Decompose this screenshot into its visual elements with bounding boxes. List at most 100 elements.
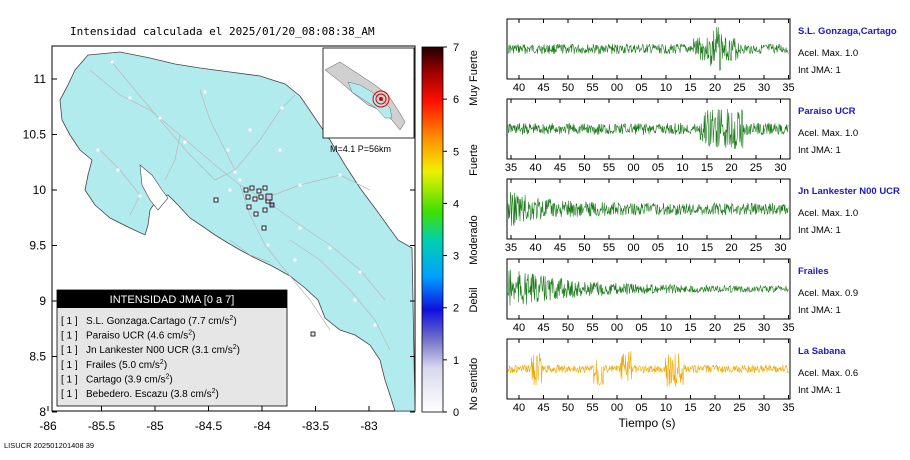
colorbar-tick-label: 7 — [453, 42, 459, 54]
trace-tick-label: 15 — [684, 322, 696, 334]
trace-accel-max: Acel. Max. 0.9 — [798, 288, 858, 299]
trace-tick-label: 10 — [660, 402, 672, 414]
trace-panel: 40 45 50 55 00 05 10 15 20 25 30 35 Frailes Acel. Max… — [506, 258, 858, 334]
legend-row-close: ) — [169, 374, 172, 385]
colorbar-tick-label: 1 — [453, 355, 459, 367]
map-x-tick-labels: -86 -85.5 -85 -84.5 -84 -83.5 -83 — [39, 406, 378, 433]
trace-station-name: S.L. Gonzaga,Cartago — [798, 26, 897, 37]
legend-row-station: S.L. Gonzaga.Cartago — [86, 316, 188, 327]
trace-jma: Int JMA: 1 — [798, 385, 841, 396]
trace-tick-label: 30 — [758, 82, 770, 94]
legend-row-value: (7.7 cm/s — [188, 316, 229, 327]
footer-label: LISUCR 202501201408 39 — [4, 441, 94, 450]
trace-tick-label: 50 — [578, 162, 590, 174]
trace-panel: 35 40 45 50 55 00 05 10 15 20 25 30 Jn Lankester N00… — [505, 178, 900, 254]
colorbar-label: Debil — [468, 287, 480, 312]
legend-row-close: ) — [192, 331, 195, 342]
legend-row-sup: 2 — [212, 388, 216, 395]
legend-row: [ 1 ] Bebedero. Escazu (3.8 cm/s2) — [61, 388, 219, 400]
map-x-tick-label: -84 — [253, 419, 271, 433]
trace-tick-label: 40 — [513, 322, 525, 334]
map-x-tick-label: -85.5 — [88, 419, 116, 433]
map-land — [59, 51, 416, 412]
trace-tick-label: 50 — [578, 242, 590, 254]
trace-tick-label: 45 — [537, 82, 549, 94]
trace-tick-label: 10 — [676, 162, 688, 174]
legend-row-close: ) — [237, 345, 240, 356]
trace-tick-label: 50 — [562, 82, 574, 94]
trace-tick-label: 55 — [586, 82, 598, 94]
trace-tick-label: 10 — [676, 242, 688, 254]
legend-row-level: [ 1 ] — [61, 389, 78, 400]
legend-row-value: (3.8 cm/s — [171, 389, 212, 400]
trace-tick-label: 00 — [611, 82, 623, 94]
trace-tick-label: 15 — [701, 162, 713, 174]
trace-tick-label: 20 — [709, 322, 721, 334]
trace-panel: 40 45 50 55 00 05 10 15 20 25 30 35 La Sabana Acel. M… — [506, 338, 858, 414]
trace-tick-label: 50 — [562, 402, 574, 414]
trace-tick-label: 20 — [709, 82, 721, 94]
legend-row-level: [ 1 ] — [61, 331, 78, 342]
legend-row: [ 1 ] Paraiso UCR (4.6 cm/s2) — [61, 330, 196, 342]
colorbar-tick-label: 0 — [453, 407, 459, 419]
trace-tick-label: 25 — [750, 242, 762, 254]
trace-tick-label: 20 — [725, 242, 737, 254]
map-y-tick-label: 11 — [34, 72, 47, 86]
trace-waveform — [507, 351, 789, 387]
inset-label: M=4.1 P=56km — [330, 144, 391, 154]
trace-jma: Int JMA: 1 — [798, 305, 841, 316]
map-x-tick-label: -83 — [360, 419, 378, 433]
trace-tick-label: 40 — [529, 162, 541, 174]
trace-tick-label: 45 — [554, 242, 566, 254]
colorbar-label: No sentido — [468, 358, 480, 411]
colorbar-label: Muy Fuerte — [468, 50, 480, 106]
legend-title: INTENSIDAD JMA [0 a 7] — [110, 294, 235, 306]
epicenter-icon — [379, 97, 383, 101]
trace-tick-label: 00 — [611, 402, 623, 414]
colorbar: 7 6 5 4 3 2 1 0 Muy Fuerte Fuerte Moderado Debil No… — [421, 42, 480, 419]
legend-row-sup: 2 — [233, 344, 237, 351]
legend-row-value: (5.0 cm/s — [119, 360, 160, 371]
trace-tick-label: 15 — [701, 242, 713, 254]
map-y-tick-labels: 11 10.5 10 9.5 9 8.5 8 — [23, 72, 415, 419]
colorbar-label: Fuerte — [468, 144, 480, 176]
gulf-water — [139, 164, 169, 211]
trace-station-name: Paraiso UCR — [798, 106, 856, 117]
trace-waveform — [507, 26, 789, 71]
legend-row-text: Paraiso UCR (4.6 cm/s2) — [86, 330, 196, 342]
legend-row-station: Jn Lankester N00 UCR — [86, 345, 192, 356]
trace-tick-label: 00 — [627, 242, 639, 254]
colorbar-tick-label: 3 — [453, 251, 459, 263]
legend-row-text: S.L. Gonzaga.Cartago (7.7 cm/s2) — [86, 315, 237, 327]
map-x-tick-label: -83.5 — [302, 419, 330, 433]
legend-row-level: [ 1 ] — [61, 374, 78, 385]
trace-tick-label: 35 — [505, 242, 517, 254]
trace-tick-label: 05 — [652, 242, 664, 254]
seismogram-panels: 40 45 50 55 00 05 10 15 20 25 30 35 S.L. Gonzaga,Car… — [505, 18, 900, 414]
trace-tick-label: 55 — [586, 322, 598, 334]
trace-tick-label: 40 — [529, 242, 541, 254]
trace-waveform — [507, 192, 789, 226]
legend-row-close: ) — [216, 389, 219, 400]
legend-row-station: Frailes — [86, 360, 119, 371]
colorbar-label: Moderado — [468, 215, 480, 265]
trace-tick-label: 10 — [660, 322, 672, 334]
trace-tick-label: 45 — [537, 402, 549, 414]
trace-jma: Int JMA: 1 — [798, 225, 841, 236]
trace-tick-label: 00 — [627, 162, 639, 174]
legend-row-sup: 2 — [188, 330, 192, 337]
map-x-tick-label: -84.5 — [195, 419, 223, 433]
trace-tick-label: 45 — [554, 162, 566, 174]
legend-row-sup: 2 — [165, 373, 169, 380]
trace-tick-label: 55 — [603, 162, 615, 174]
legend-row-text: Cartago (3.9 cm/s2) — [86, 373, 173, 385]
legend-row-level: [ 1 ] — [61, 316, 78, 327]
legend-row-station: Bebedero. Escazu — [86, 389, 171, 400]
legend-row-level: [ 1 ] — [61, 345, 78, 356]
map-y-tick-label: 9 — [39, 294, 46, 308]
trace-tick-label: 50 — [562, 322, 574, 334]
x-axis-label: Tiempo (s) — [619, 416, 676, 430]
trace-tick-label: 25 — [750, 162, 762, 174]
map-y-tick-label: 9.5 — [29, 239, 46, 253]
trace-tick-label: 20 — [709, 402, 721, 414]
